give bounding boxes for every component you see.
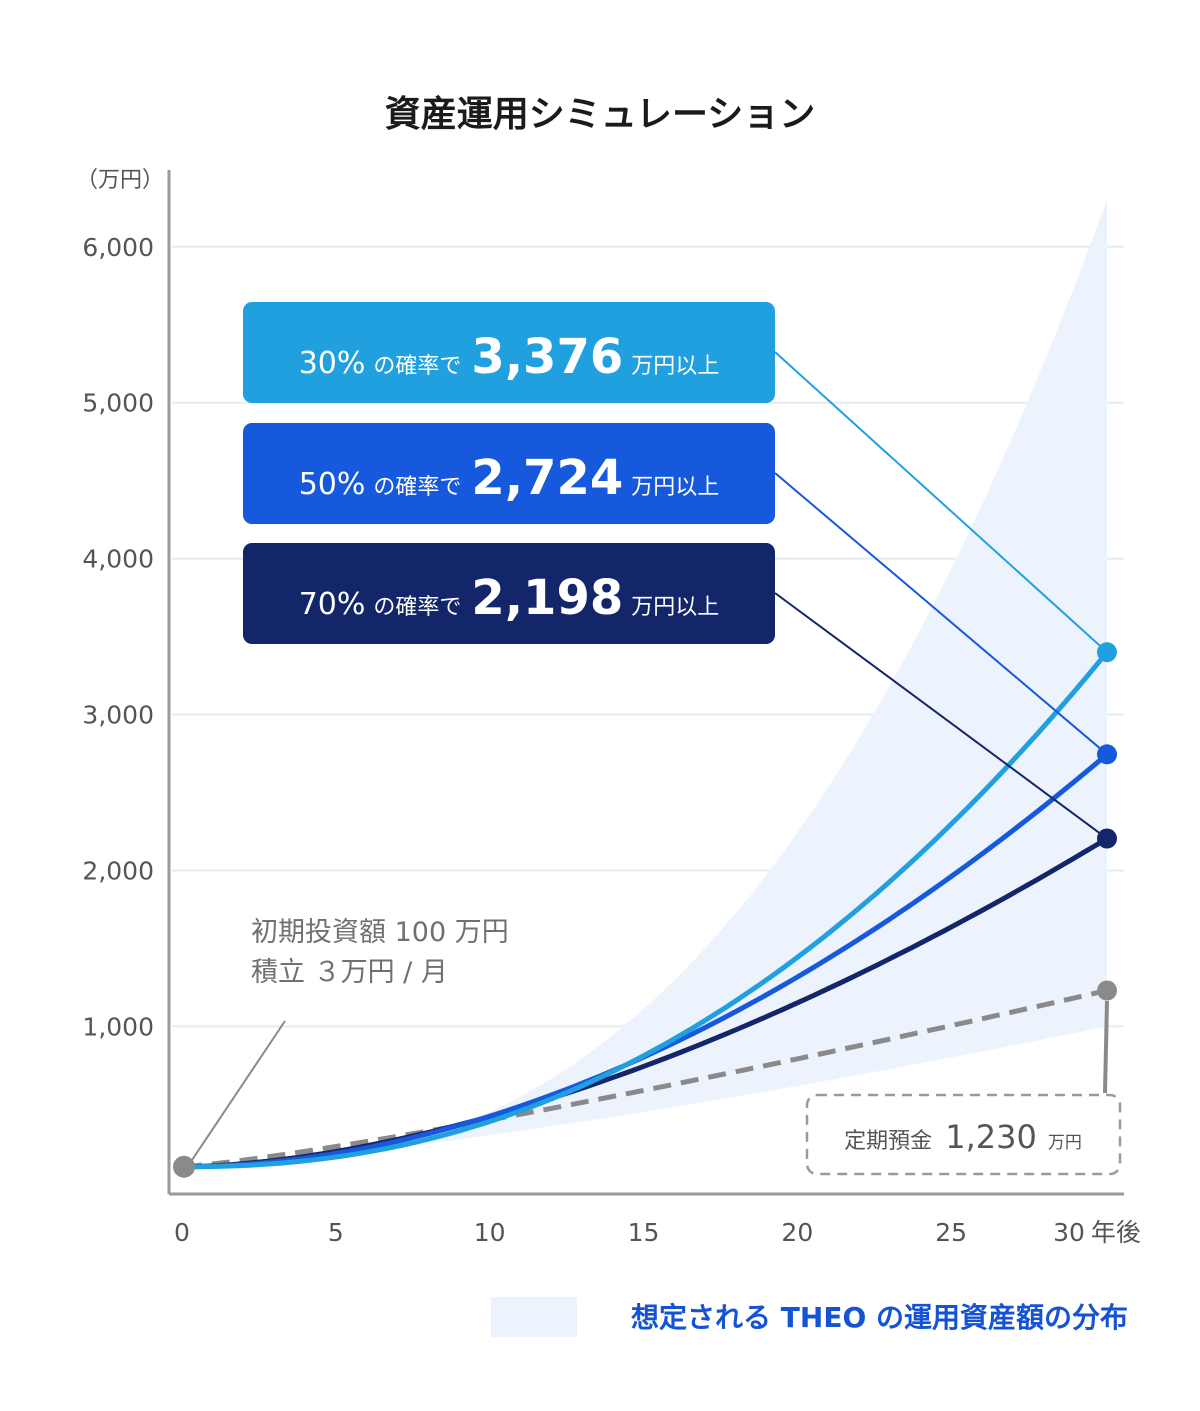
distribution-area: [184, 200, 1107, 1167]
probability-box: [243, 302, 775, 403]
deposit-box-label: 定期預金: [844, 1129, 932, 1154]
deposit-box-unit: 万円: [1048, 1133, 1082, 1153]
probability-boxes: 30% の確率で 3,376 万円以上 50% の確率で 2,724 万円以上 70% の確率で 2…: [243, 302, 775, 644]
box-suffix: 万円以上: [631, 595, 719, 620]
connector-line: [774, 472, 1108, 756]
legend-swatch: [491, 1297, 577, 1337]
series-end-marker: [1097, 642, 1117, 663]
y-tick-label: 2,000: [82, 856, 154, 885]
y-tick-label: 3,000: [82, 701, 154, 730]
box-value: 2,724: [471, 450, 623, 506]
series-line: [184, 650, 1109, 1170]
y-axis-ticks: 1,000 2,000 3,000 4,000 5,000 6,000: [82, 233, 154, 1042]
x-tick-label: 25: [935, 1218, 967, 1247]
y-tick-label: 4,000: [82, 545, 154, 574]
box-middle: の確率で: [373, 475, 461, 500]
box-middle: の確率で: [373, 354, 461, 379]
box-percent: 30%: [299, 346, 366, 381]
x-tick-label: 5: [328, 1218, 344, 1247]
series-lines: [183, 650, 1109, 1170]
deposit-leader-line: [1103, 1000, 1109, 1094]
box-value: 2,198: [471, 570, 623, 626]
x-axis-ticks: 0 5 10 15 20 25 30 年後: [174, 1218, 1141, 1247]
connector-line: [774, 592, 1108, 840]
deposit-line: [183, 988, 1108, 1170]
series-end-marker: [1097, 828, 1117, 849]
probability-box-text: 30% の確率で 3,376 万円以上: [299, 329, 720, 385]
legend-label: 想定される THEO の運用資産額の分布: [631, 1301, 1128, 1334]
y-tick-label: 6,000: [82, 233, 154, 262]
probability-box-text: 70% の確率で 2,198 万円以上: [299, 570, 720, 626]
connector-line: [774, 351, 1108, 653]
y-tick-label: 5,000: [82, 389, 154, 418]
box-percent: 50%: [299, 467, 366, 502]
probability-box: [243, 423, 775, 524]
x-tick-suffix: 年後: [1091, 1218, 1141, 1247]
y-axis-unit: （万円）: [76, 168, 164, 193]
x-tick-label: 0: [174, 1218, 190, 1247]
connector-lines: [774, 351, 1108, 840]
deposit-box-text: 定期預金 1,230 万円: [844, 1118, 1082, 1156]
x-tick-label: 20: [781, 1218, 813, 1247]
x-tick-label: 10: [474, 1218, 506, 1247]
probability-box-text: 50% の確率で 2,724 万円以上: [299, 450, 720, 506]
x-tick-label: 30 年後: [1053, 1218, 1141, 1247]
box-suffix: 万円以上: [631, 354, 719, 379]
probability-box: [243, 543, 775, 644]
box-middle: の確率で: [373, 595, 461, 620]
annotation-line-1: 初期投資額 100 万円: [251, 917, 509, 948]
deposit-box: [805, 1093, 1122, 1176]
deposit-box-value: 1,230: [945, 1118, 1037, 1156]
start-marker: [173, 1155, 195, 1178]
x-tick-label: 15: [628, 1218, 660, 1247]
annotation-line-2: 積立 ３万円 / 月: [251, 957, 448, 988]
box-value: 3,376: [471, 329, 623, 385]
deposit-end-marker: [1097, 980, 1117, 1001]
end-markers: [173, 642, 1117, 1178]
annotation-leader-line: [183, 1020, 286, 1173]
box-suffix: 万円以上: [631, 475, 719, 500]
box-percent: 70%: [299, 587, 366, 622]
y-tick-label: 1,000: [82, 1012, 154, 1041]
chart-title: 資産運用シミュレーション: [385, 94, 816, 135]
series-end-marker: [1097, 744, 1117, 765]
